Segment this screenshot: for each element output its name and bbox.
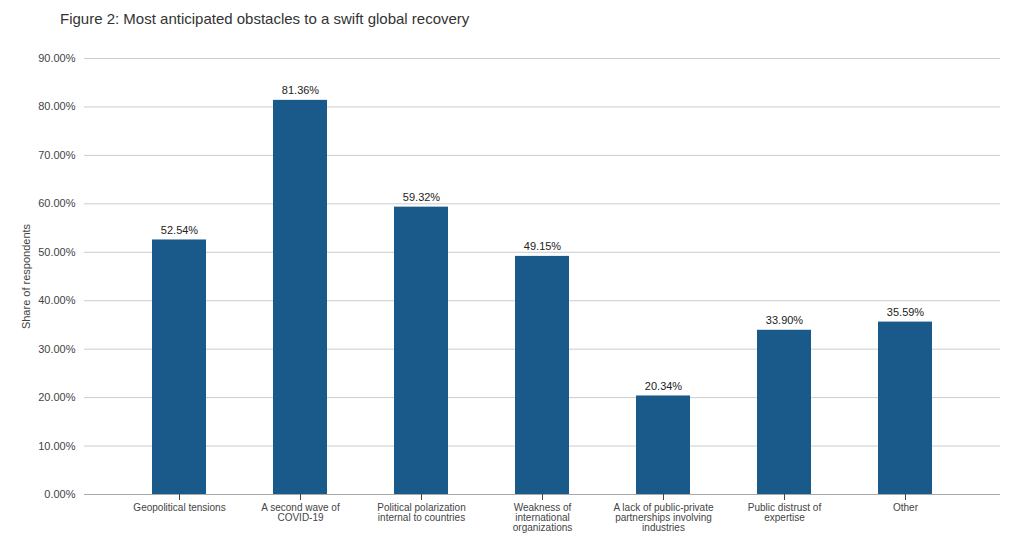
svg-text:Geopolitical tensions: Geopolitical tensions [133, 502, 225, 513]
svg-text:35.59%: 35.59% [887, 306, 925, 318]
svg-text:Other: Other [893, 502, 919, 513]
svg-text:30.00%: 30.00% [38, 343, 76, 355]
svg-text:33.90%: 33.90% [766, 314, 804, 326]
svg-text:52.54%: 52.54% [161, 224, 199, 236]
svg-text:70.00%: 70.00% [38, 149, 76, 161]
svg-text:40.00%: 40.00% [38, 294, 76, 306]
svg-text:60.00%: 60.00% [38, 197, 76, 209]
svg-text:Weakness ofinternationalorgani: Weakness ofinternationalorganizations [513, 502, 572, 533]
svg-text:90.00%: 90.00% [38, 52, 76, 64]
svg-text:Share of respondents: Share of respondents [20, 223, 32, 329]
svg-text:20.34%: 20.34% [645, 380, 683, 392]
svg-text:59.32%: 59.32% [403, 191, 441, 203]
svg-text:50.00%: 50.00% [38, 246, 76, 258]
svg-text:10.00%: 10.00% [38, 440, 76, 452]
svg-text:80.00%: 80.00% [38, 100, 76, 112]
svg-text:20.00%: 20.00% [38, 391, 76, 403]
svg-text:A second wave ofCOVID-19: A second wave ofCOVID-19 [261, 502, 340, 523]
svg-text:81.36%: 81.36% [282, 84, 320, 96]
svg-text:0.00%: 0.00% [44, 488, 75, 500]
svg-text:49.15%: 49.15% [524, 240, 562, 252]
html-text:Figure 2: Most anticipated obs: Figure 2: Most anticipated obstacles to … [60, 10, 470, 27]
svg-text:Public distrust ofexpertise: Public distrust ofexpertise [748, 502, 822, 523]
svg-text:Political polarizationinternal: Political polarizationinternal to countr… [377, 502, 465, 523]
svg-text:A lack of public-privatepartne: A lack of public-privatepartnerships inv… [613, 502, 713, 533]
